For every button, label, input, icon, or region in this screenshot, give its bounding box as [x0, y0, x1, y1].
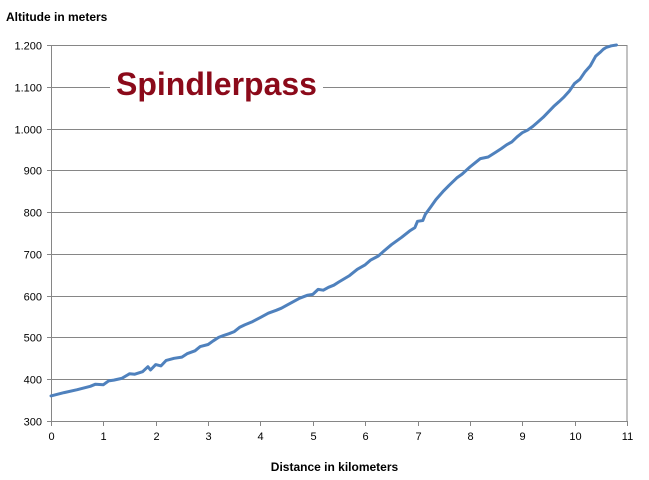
y-tick-label: 800	[24, 208, 42, 220]
x-tick-label: 1	[100, 431, 106, 443]
x-tick-label: 3	[205, 431, 211, 443]
y-tick-label: 1.000	[14, 125, 42, 137]
y-tick-label: 1.100	[14, 83, 42, 95]
y-tick-label: 900	[24, 166, 42, 178]
y-axis-label: Altitude in meters	[6, 10, 108, 24]
x-tick-label: 10	[569, 431, 581, 443]
x-tick-label: 0	[48, 431, 54, 443]
y-tick-label: 400	[24, 375, 42, 387]
x-tick-label: 11	[622, 431, 633, 443]
x-tick-label: 5	[310, 431, 316, 443]
x-tick-label: 2	[153, 431, 159, 443]
chart-title: Spindlerpass	[110, 66, 323, 103]
y-tick-label: 600	[24, 292, 42, 304]
x-tick-label: 7	[415, 431, 421, 443]
x-tick-label: 9	[519, 431, 525, 443]
y-tick-label: 300	[24, 417, 42, 429]
altitude-series-line	[49, 43, 618, 398]
x-axis-label: Distance in kilometers	[270, 460, 399, 474]
x-tick-label: 6	[362, 431, 368, 443]
y-tick-label: 500	[24, 333, 42, 345]
x-tick-label: 8	[467, 431, 473, 443]
x-tick-label: 4	[257, 431, 263, 443]
y-tick-label: 700	[24, 250, 42, 262]
y-tick-label: 1.200	[14, 41, 42, 53]
